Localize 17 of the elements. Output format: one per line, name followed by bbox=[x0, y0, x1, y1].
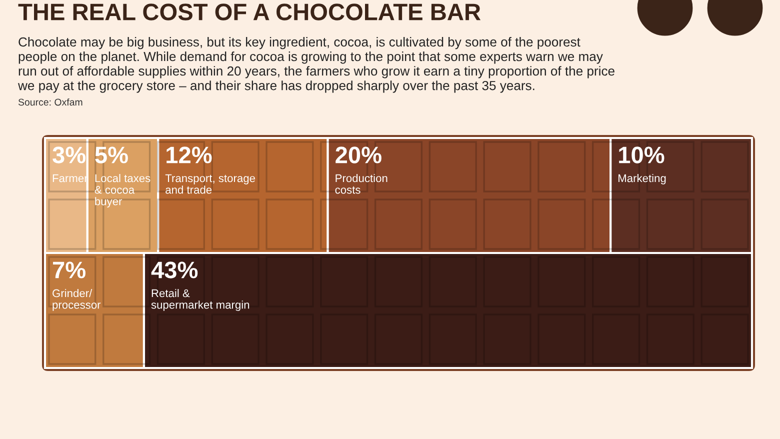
source-note: Source: Oxfam bbox=[18, 98, 82, 106]
category-label: Transport, storage and trade bbox=[165, 174, 255, 194]
data-label: 43% bbox=[151, 262, 198, 278]
text: Chocolate may be big business, but its key ingredient, cocoa, is cultivated by some of the poorest people on the planet. While demand for cocoa is growing to the point that some experts warn we may run out of affordable supplies within 20 years, the farmers who grow it earn a tiny proportion of the price we pay at the grocery store – and their share has dropped sharply over the past 35 years. bbox=[18, 37, 614, 93]
category-label: Production costs bbox=[335, 174, 388, 194]
data-label: 3% bbox=[52, 146, 86, 164]
data-label: 5% bbox=[95, 146, 128, 164]
category-label: Retail & supermarket margin bbox=[151, 289, 250, 311]
data-label: 20% bbox=[336, 146, 382, 164]
data-label: 7% bbox=[53, 262, 86, 278]
text: THE REAL COST OF A CHOCOLATE BAR bbox=[18, 4, 481, 20]
category-label: Grinder/ processor bbox=[52, 289, 101, 311]
data-label: 10% bbox=[619, 146, 664, 164]
category-label: Local taxes & cocoa buyer bbox=[94, 174, 150, 208]
data-label: 12% bbox=[166, 146, 212, 164]
category-label: Marketing bbox=[618, 174, 666, 184]
category-label: Farmer bbox=[52, 174, 88, 182]
